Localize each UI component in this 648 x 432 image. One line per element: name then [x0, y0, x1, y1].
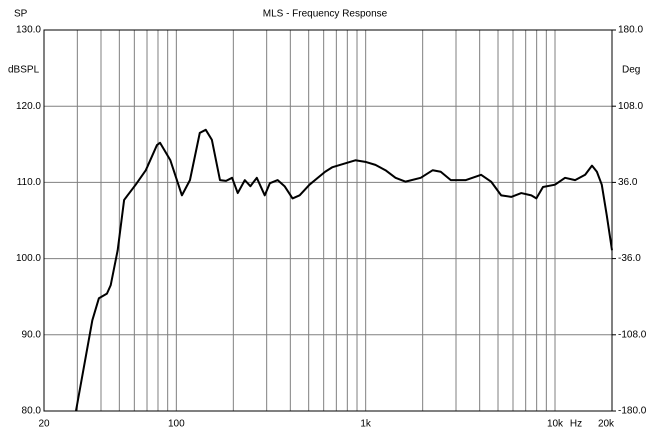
y2-axis-label: Deg [622, 65, 640, 76]
y2-tick-label: -108.0 [618, 329, 647, 340]
x-tick-label: 10k [547, 419, 564, 430]
chart-title: MLS - Frequency Response [263, 9, 388, 20]
y-tick-label: 80.0 [22, 406, 42, 417]
response-line [74, 128, 613, 412]
x-tick-label: 1k [360, 419, 372, 430]
x-axis-label: Hz [570, 419, 582, 430]
y-tick-label: 120.0 [16, 101, 41, 112]
y2-tick-label: -36.0 [618, 253, 641, 264]
x-tick-label: 100 [168, 419, 185, 430]
corner-label: SP [14, 9, 28, 20]
y-tick-label: 90.0 [22, 329, 42, 340]
y2-tick-label: 108.0 [618, 101, 643, 112]
y-tick-label: 110.0 [17, 177, 42, 188]
y2-tick-label: 180.0 [618, 25, 643, 36]
x-tick-label: 20 [38, 419, 50, 430]
x-tick-label: 20k [598, 419, 615, 430]
plot-area [43, 29, 613, 412]
y2-tick-label: -180.0 [618, 406, 647, 417]
plot-frame [43, 29, 613, 412]
y-axis-label: dBSPL [8, 65, 40, 76]
y-tick-label: 100.0 [16, 253, 41, 264]
y-tick-label: 130.0 [16, 25, 41, 36]
y2-tick-label: 36.0 [618, 177, 638, 188]
